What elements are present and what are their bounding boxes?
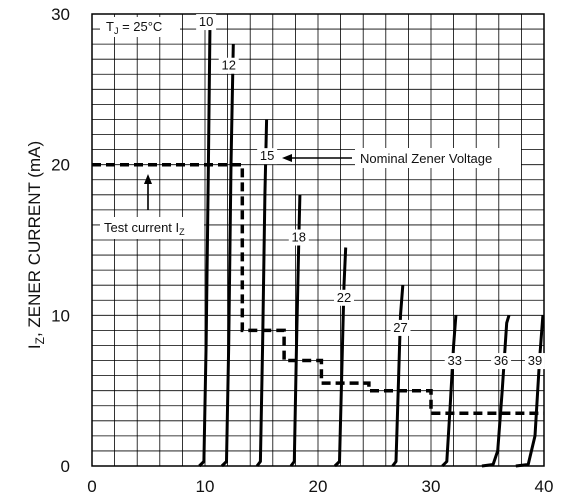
curve-label-bg bbox=[491, 353, 512, 370]
curve-label-bg bbox=[444, 353, 465, 370]
zener-curve-15 bbox=[255, 119, 269, 467]
curve-labels: 10 12 15 18 22 27 33 36 39 bbox=[196, 14, 545, 370]
y-axis-label-main: I bbox=[25, 344, 44, 349]
curve-label-bg bbox=[390, 319, 411, 336]
x-tick-labels: 0 10 20 30 40 bbox=[87, 477, 553, 496]
zener-curve-36 bbox=[481, 314, 511, 468]
y-tick-label: 10 bbox=[51, 306, 70, 325]
nominal-annotation-bg bbox=[355, 148, 521, 168]
curve-label-36: 36 bbox=[494, 353, 508, 368]
test-current-annotation: Test current IZ bbox=[104, 220, 185, 237]
curve-label-bg bbox=[333, 289, 354, 306]
curve-label-33: 33 bbox=[447, 353, 461, 368]
temperature-note: TJ = 25°C bbox=[106, 19, 162, 36]
zener-curve-22 bbox=[333, 247, 348, 468]
y-tick-label: 30 bbox=[51, 5, 70, 24]
test-current-curve bbox=[92, 162, 544, 416]
test-current-arrow-head bbox=[144, 174, 152, 184]
temp-t: T bbox=[106, 19, 114, 34]
curve-label-bg bbox=[218, 57, 239, 74]
zener-curve-10 bbox=[198, 13, 212, 468]
x-tick-label: 0 bbox=[87, 477, 96, 496]
curve-label-22: 22 bbox=[337, 290, 351, 305]
temp-rest: = 25°C bbox=[118, 19, 162, 34]
curve-label-12: 12 bbox=[221, 58, 235, 73]
x-tick-label: 30 bbox=[422, 477, 441, 496]
test-current-line bbox=[92, 162, 544, 416]
curve-label-15: 15 bbox=[260, 148, 274, 163]
x-tick-label: 10 bbox=[196, 477, 215, 496]
temperature-note-bg bbox=[100, 17, 180, 37]
zener-curve-18 bbox=[289, 194, 302, 467]
y-axis-label-rest: , ZENER CURRENT (mA) bbox=[25, 141, 44, 337]
y-tick-label: 20 bbox=[51, 156, 70, 175]
curve-label-bg bbox=[257, 148, 278, 165]
y-axis-label-sub: Z bbox=[33, 337, 47, 344]
curve-label-bg bbox=[524, 353, 545, 370]
test-current-annotation-bg bbox=[100, 217, 204, 239]
nominal-annotation: Nominal Zener Voltage bbox=[360, 151, 492, 166]
curve-label-bg bbox=[196, 14, 217, 31]
test-current-text: Test current I bbox=[104, 220, 179, 235]
curve-label-bg bbox=[288, 229, 309, 246]
y-tick-labels: 0 10 20 30 bbox=[51, 5, 70, 476]
temp-sub: J bbox=[114, 26, 119, 36]
zener-curve-33 bbox=[441, 315, 458, 468]
zener-curve-12 bbox=[220, 44, 235, 468]
nominal-arrow-head bbox=[282, 154, 292, 162]
test-current-sub: Z bbox=[179, 227, 185, 237]
curve-label-39: 39 bbox=[528, 353, 542, 368]
curve-label-18: 18 bbox=[292, 230, 306, 245]
zener-curve-39 bbox=[515, 315, 545, 468]
grid bbox=[92, 14, 544, 466]
zener-curves bbox=[198, 13, 545, 468]
curve-label-27: 27 bbox=[393, 320, 407, 335]
y-axis-label: IZ, ZENER CURRENT (mA) bbox=[25, 141, 47, 349]
curve-label-10: 10 bbox=[199, 14, 213, 29]
plot-frame bbox=[91, 13, 545, 467]
y-tick-label: 0 bbox=[61, 457, 70, 476]
x-tick-label: 20 bbox=[309, 477, 328, 496]
x-tick-label: 40 bbox=[535, 477, 554, 496]
